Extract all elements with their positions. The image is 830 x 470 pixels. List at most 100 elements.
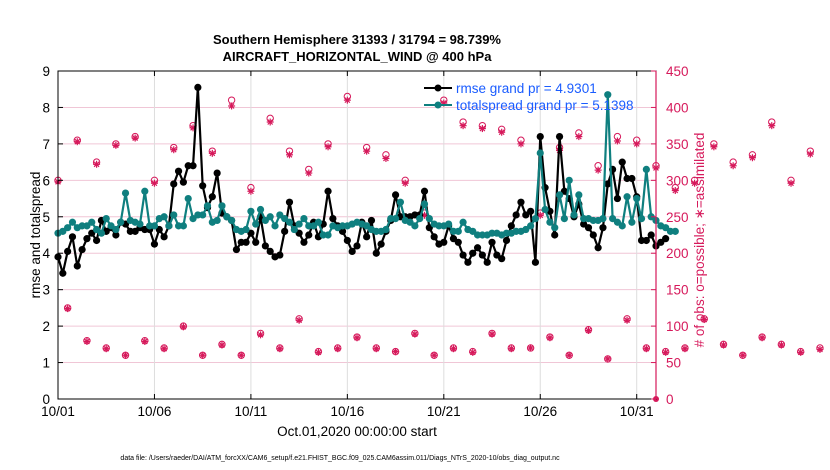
spread-point — [68, 218, 77, 226]
spread-point — [150, 222, 159, 230]
spread-point — [642, 165, 650, 173]
obs-assimilated-marker — [363, 147, 371, 155]
obs-assimilated-marker — [353, 334, 361, 342]
rmse-point — [517, 198, 525, 206]
asterisk-stroke — [672, 187, 679, 194]
obs-assimilated-marker — [507, 345, 515, 353]
obs-assimilated-marker — [343, 96, 351, 104]
asterisk-stroke — [720, 342, 727, 348]
spread-point — [314, 218, 323, 226]
obs-assimilated-marker — [671, 187, 679, 195]
rmse-point — [179, 178, 187, 186]
spread-point — [623, 193, 631, 201]
y-right-tick-label: 250 — [666, 210, 689, 225]
asterisk-stroke — [788, 180, 794, 187]
obs-assimilated-marker — [459, 122, 467, 130]
spread-point — [141, 187, 149, 195]
obs-assimilated-marker — [199, 351, 207, 359]
rmse-point — [527, 207, 535, 215]
obs-assimilated-marker — [517, 140, 525, 148]
y-tick-label: 3 — [42, 283, 50, 298]
rmse-point — [83, 235, 91, 243]
obs-assimilated-marker — [797, 348, 805, 356]
y-tick-label: 7 — [42, 137, 50, 152]
asterisk-stroke — [604, 356, 611, 362]
obs-assimilated-marker — [449, 345, 457, 353]
spread-point — [271, 222, 279, 230]
x-tick-label: 10/01 — [41, 404, 75, 419]
obs-assimilated-marker — [710, 143, 718, 151]
obs-assimilated-marker — [478, 125, 486, 133]
spread-point — [391, 215, 400, 223]
y-axis-right: 0 50 100 150 200 250 300 350 400 450 — [651, 64, 689, 407]
asterisk-stroke — [450, 345, 457, 352]
x-tick-label: 10/21 — [427, 404, 461, 419]
legend-rmse-label: rmse grand pr = 4.9301 — [456, 81, 597, 96]
obs-assimilated-marker — [247, 187, 255, 195]
spread-line — [57, 93, 676, 237]
rmse-point — [464, 258, 472, 266]
rmse-point — [512, 211, 520, 219]
rmse-point — [174, 167, 183, 175]
rmse-point — [281, 227, 289, 235]
spread-point — [324, 231, 332, 239]
asterisk-stroke — [180, 323, 187, 330]
spread-point — [575, 191, 583, 199]
obs-assimilated-marker — [266, 118, 274, 126]
obs-assimilated-marker — [160, 345, 168, 353]
spread-point — [671, 227, 679, 235]
spread-point — [170, 211, 178, 219]
asterisk-stroke — [682, 345, 688, 352]
y-tick-label: 6 — [42, 173, 50, 188]
data-file-footer: data file: /Users/raeder/DAI/ATM_forcXX/… — [120, 455, 560, 462]
asterisk-stroke — [768, 122, 775, 129]
asterisk-stroke — [286, 151, 293, 158]
y-tick-label: 8 — [42, 100, 50, 115]
rmse-point — [589, 231, 597, 239]
asterisk-stroke — [575, 133, 582, 140]
obs-assimilated-marker — [179, 323, 187, 331]
obs-assimilated-marker — [285, 151, 293, 159]
asterisk-stroke — [585, 327, 592, 334]
x-tick-label: 10/26 — [523, 404, 557, 419]
obs-assimilated-marker — [748, 154, 756, 162]
legend: rmse grand pr = 4.9301 totalspread grand… — [424, 81, 634, 113]
obs-assimilated-marker — [469, 348, 477, 356]
spread-point — [203, 202, 212, 210]
rmse-point — [551, 231, 559, 239]
spread-point — [199, 211, 207, 219]
rmse-point — [242, 238, 250, 246]
obs-assimilated-marker — [604, 355, 612, 363]
obs-assimilated-marker — [691, 179, 699, 187]
asterisk-stroke — [161, 345, 167, 352]
spread-point — [599, 215, 607, 223]
obs-assimilated-marker — [314, 348, 322, 356]
spread-point — [117, 218, 125, 226]
asterisk-stroke — [469, 349, 476, 356]
y-right-tick-label: 450 — [666, 64, 689, 79]
rmse-point — [232, 245, 241, 254]
asterisk-stroke — [518, 140, 524, 147]
y-right-tick-label: 50 — [666, 356, 681, 371]
asterisk-stroke — [527, 345, 534, 351]
obs-assimilated-marker — [83, 337, 91, 345]
asterisk-stroke — [199, 352, 206, 359]
obs-assimilated-marker — [170, 146, 178, 154]
legend-spread-label: totalspread grand pr = 5.1398 — [456, 98, 634, 113]
rmse-point — [642, 236, 650, 245]
asterisk-stroke — [344, 97, 351, 104]
rmse-point — [420, 187, 429, 195]
y-axis-label: rmse and totalspread — [28, 172, 43, 299]
asterisk-stroke — [363, 148, 370, 155]
rmse-point — [372, 249, 380, 257]
asterisk-stroke — [209, 150, 216, 157]
spread-point — [213, 216, 221, 225]
obs-assimilated-marker — [334, 345, 342, 353]
legend-rmse-marker — [434, 84, 442, 92]
obs-assimilated-marker — [768, 122, 776, 130]
spread-point — [112, 225, 120, 234]
rmse-point — [324, 187, 332, 195]
spread-point — [459, 218, 467, 226]
spread-point — [64, 224, 72, 232]
y-right-tick-label: 100 — [666, 319, 689, 334]
